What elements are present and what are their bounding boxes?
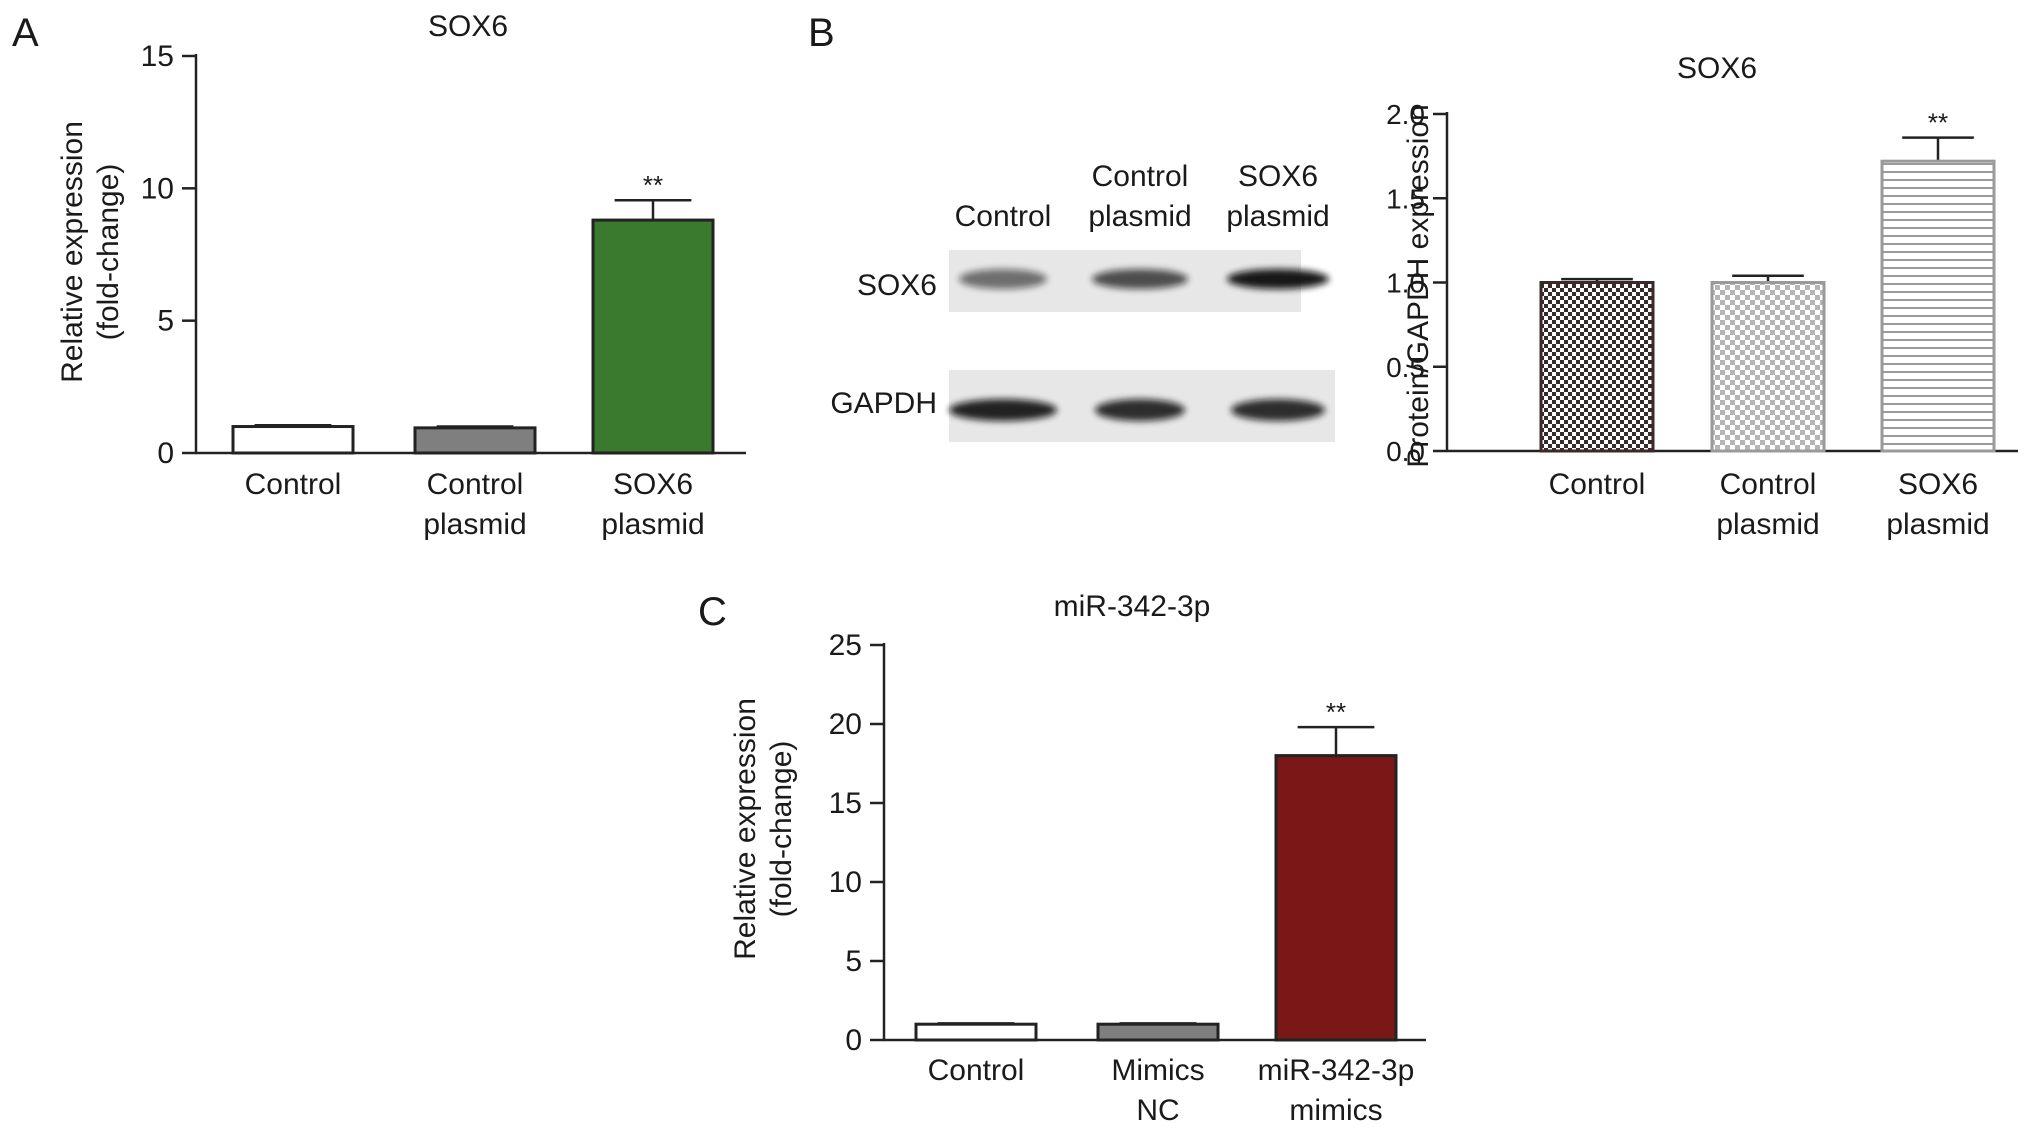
y-tick-label: 1.0 — [1386, 268, 1425, 299]
y-tick-label: 1.5 — [1386, 183, 1425, 214]
western-blot: Control Control plasmid SOX6 plasmid SOX6 GA… — [830, 160, 1335, 442]
y-tick-label: 0 — [157, 437, 174, 470]
bar — [1880, 159, 1996, 453]
x-category-label: Control — [427, 468, 524, 501]
panel-letter-a: A — [12, 11, 39, 55]
chart-title-b: SOX6 — [1677, 52, 1757, 85]
blot-column-label: SOX6 — [1238, 160, 1318, 193]
chart-title-c: miR-342-3p — [1054, 590, 1211, 623]
x-category-label: miR-342-3p — [1258, 1054, 1415, 1087]
x-category-label: Control — [1720, 468, 1817, 501]
panel-letter-c: C — [698, 590, 727, 634]
x-category-label: plasmid — [1716, 508, 1819, 541]
bar — [231, 425, 355, 455]
blot-bands — [949, 269, 1329, 421]
x-category-label: Control — [1549, 468, 1646, 501]
y-axis-label-a: Relative expression (fold-change) — [56, 121, 125, 383]
y-tick-label: 10 — [141, 172, 174, 205]
x-category-label: Control — [245, 468, 342, 501]
blot-column-label: plasmid — [1088, 200, 1191, 233]
blot-row-label-gapdh: GAPDH — [830, 387, 937, 420]
bar — [1539, 281, 1655, 453]
chart-panel-c: miR-342-3p Relative expression (fold-chang… — [729, 590, 1426, 1127]
blot-band-sox6 — [959, 269, 1047, 289]
y-tick-label: 2.0 — [1386, 99, 1425, 130]
bar — [1274, 754, 1398, 1042]
x-category-label: SOX6 — [613, 468, 693, 501]
y-axis-label-b: Protein/GAPDH expression — [1402, 104, 1435, 468]
significance-marker: ** — [1928, 108, 1948, 138]
blot-band-gapdh — [1231, 399, 1325, 421]
chart-title-a: SOX6 — [428, 10, 508, 43]
y-tick-label: 0 — [845, 1024, 862, 1057]
y-tick-label: 20 — [829, 708, 862, 741]
x-category-label: plasmid — [423, 508, 526, 541]
bar — [591, 218, 715, 455]
x-category-label: NC — [1136, 1094, 1179, 1127]
y-axis-label-line: Protein/GAPDH expression — [1402, 104, 1435, 468]
y-tick-label: 15 — [829, 787, 862, 820]
x-category-label: SOX6 — [1898, 468, 1978, 501]
x-category-label: plasmid — [1886, 508, 1989, 541]
x-category-label: plasmid — [601, 508, 704, 541]
x-category-label: Mimics — [1111, 1054, 1204, 1087]
y-axis-label-line: (fold-change) — [92, 164, 125, 341]
y-tick-label: 5 — [157, 305, 174, 338]
y-tick-label: 15 — [141, 40, 174, 73]
blot-band-gapdh — [949, 399, 1057, 421]
blot-column-label: Control — [1092, 160, 1189, 193]
bar — [914, 1022, 1038, 1042]
x-category-label: Control — [928, 1054, 1025, 1087]
bar — [413, 426, 537, 455]
significance-marker: ** — [643, 170, 663, 200]
panel-letter-b: B — [808, 11, 835, 55]
y-tick-label: 0.5 — [1386, 352, 1425, 383]
y-axis-label-line: Relative expression — [56, 121, 89, 383]
blot-band-sox6 — [1092, 269, 1188, 289]
y-axis-label-line: (fold-change) — [765, 741, 798, 918]
y-tick-label: 5 — [845, 945, 862, 978]
blot-column-label: Control — [955, 200, 1052, 233]
y-tick-label: 25 — [829, 629, 862, 662]
blot-band-sox6 — [1227, 269, 1329, 289]
significance-marker: ** — [1326, 697, 1346, 727]
chart-panel-a: SOX6 Relative expression (fold-change) 0 5 10… — [56, 10, 746, 541]
blot-column-labels: Control Control plasmid SOX6 plasmid — [955, 160, 1330, 233]
blot-band-gapdh — [1095, 399, 1185, 421]
bar — [1096, 1022, 1220, 1042]
y-axis-label-line: Relative expression — [729, 698, 762, 960]
y-axis-label-c: Relative expression (fold-change) — [729, 698, 798, 960]
y-tick-label: 0.0 — [1386, 436, 1425, 467]
blot-row-label-sox6: SOX6 — [857, 269, 937, 302]
y-tick-label: 10 — [829, 866, 862, 899]
bar — [1710, 281, 1826, 453]
x-category-label: mimics — [1289, 1094, 1382, 1127]
blot-column-label: plasmid — [1226, 200, 1329, 233]
